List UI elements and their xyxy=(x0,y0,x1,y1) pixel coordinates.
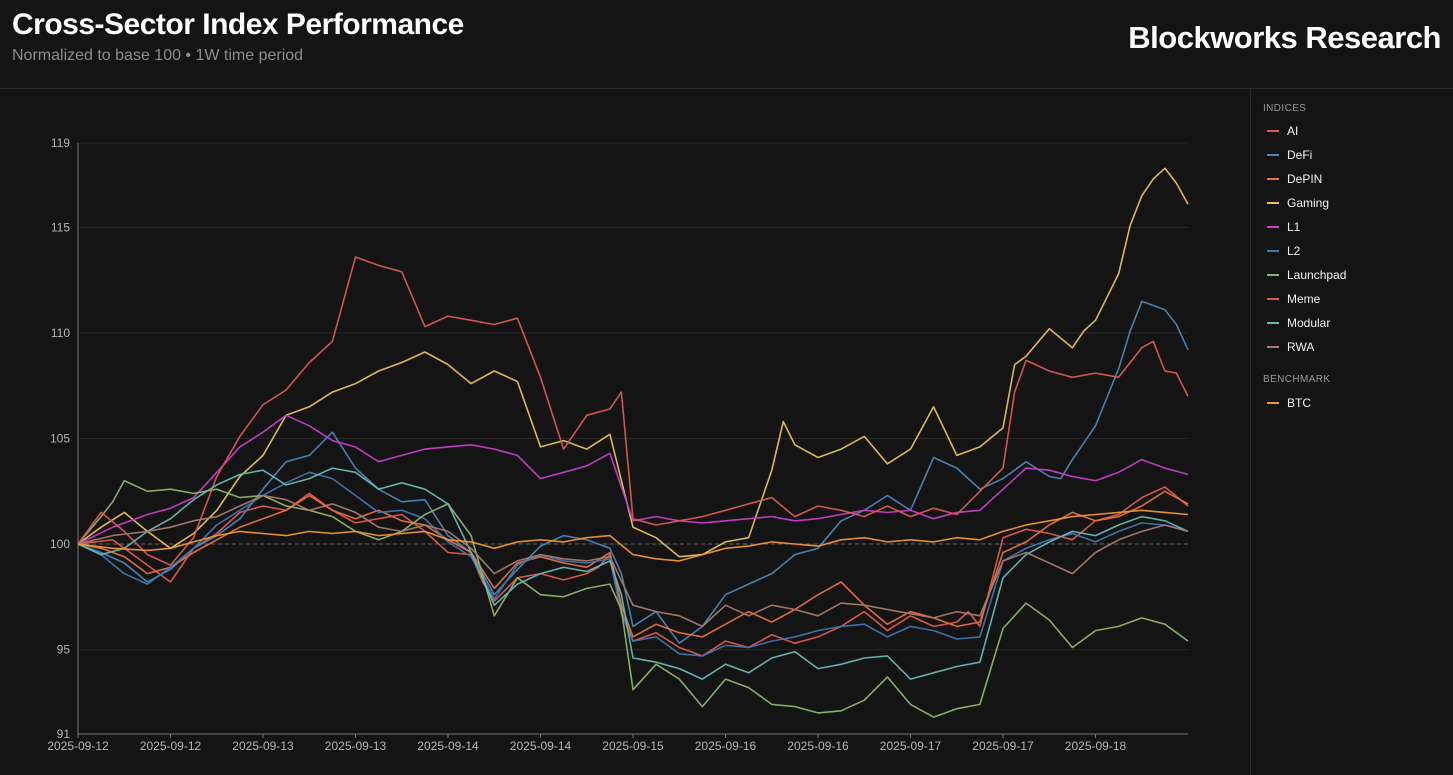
legend-label: Meme xyxy=(1287,292,1321,306)
legend-item-l2[interactable]: L2 xyxy=(1267,243,1300,259)
legend-item-rwa[interactable]: RWA xyxy=(1267,339,1314,355)
y-tick-label: 95 xyxy=(57,643,71,657)
legend-swatch xyxy=(1267,130,1279,132)
legend-swatch xyxy=(1267,346,1279,348)
x-tick-label: 2025-09-17 xyxy=(880,739,942,753)
legend-swatch xyxy=(1267,298,1279,300)
legend-label: BTC xyxy=(1287,396,1311,410)
y-tick-label: 91 xyxy=(57,727,71,741)
series-line-btc xyxy=(77,509,1189,562)
series-line-depin xyxy=(77,490,1189,638)
x-tick-label: 2025-09-16 xyxy=(695,739,757,753)
x-tick-label: 2025-09-13 xyxy=(325,739,387,753)
grid-layer xyxy=(78,142,1188,735)
legend-label: L2 xyxy=(1287,244,1301,258)
legend-label: DeFi xyxy=(1287,148,1313,162)
legend-label: Gaming xyxy=(1287,196,1330,210)
legend-label: Launchpad xyxy=(1287,268,1347,282)
series-line-gaming xyxy=(77,167,1189,558)
y-tick-label: 110 xyxy=(51,326,70,340)
y-tick-label: 105 xyxy=(50,432,70,446)
legend-swatch xyxy=(1267,402,1279,404)
legend-item-defi[interactable]: DeFi xyxy=(1267,147,1312,163)
legend-item-modular[interactable]: Modular xyxy=(1267,315,1330,331)
page-title: Cross-Sector Index Performance xyxy=(12,8,464,41)
x-tick-label: 2025-09-16 xyxy=(787,739,849,753)
legend-label: AI xyxy=(1287,124,1299,138)
series-layer xyxy=(77,167,1189,718)
y-tick-label: 115 xyxy=(51,220,70,234)
y-tick-label: 119 xyxy=(51,136,70,150)
legend-label: DePIN xyxy=(1287,172,1323,186)
legend-swatch xyxy=(1267,202,1279,204)
x-tick-label: 2025-09-18 xyxy=(1065,739,1127,753)
legend-swatch xyxy=(1267,322,1279,324)
legend-label: Modular xyxy=(1287,316,1331,330)
brand-logo: Blockworks Research xyxy=(1128,20,1441,55)
legend-label: L1 xyxy=(1287,220,1301,234)
header: Cross-Sector Index Performance Normalize… xyxy=(0,0,1453,89)
x-tick-label: 2025-09-17 xyxy=(972,739,1034,753)
legend-item-launchpad[interactable]: Launchpad xyxy=(1267,267,1346,283)
legend-indices-heading: INDICES xyxy=(1263,103,1307,114)
x-tick-label: 2025-09-12 xyxy=(140,739,202,753)
legend-label: RWA xyxy=(1287,340,1315,354)
axis-layer: 91 95 100 105 110 115 119 2025-09-12 2025-09-12 2… xyxy=(47,136,1188,753)
x-tick-label: 2025-09-14 xyxy=(510,739,572,753)
x-tick-label: 2025-09-12 xyxy=(47,739,109,753)
legend-item-depin[interactable]: DePIN xyxy=(1267,171,1322,187)
page-subtitle: Normalized to base 100 • 1W time period xyxy=(12,47,304,64)
legend-item-l1[interactable]: L1 xyxy=(1267,219,1300,235)
series-line-launchpad xyxy=(77,479,1189,718)
series-line-rwa xyxy=(77,494,1189,628)
series-line-meme xyxy=(77,256,1189,566)
x-tick-label: 2025-09-14 xyxy=(417,739,479,753)
legend-swatch xyxy=(1267,274,1279,276)
line-chart: 91 95 100 105 110 115 119 2025-09-12 2025-09-12 2… xyxy=(47,136,1189,753)
legend-item-gaming[interactable]: Gaming xyxy=(1267,195,1329,211)
x-tick-label: 2025-09-15 xyxy=(602,739,664,753)
legend-swatch xyxy=(1267,226,1279,228)
legend-panel: INDICES BENCHMARK AI DeFi DePIN Gaming L1 L2 L… xyxy=(1250,89,1453,775)
series-line-modular xyxy=(77,467,1189,680)
legend-swatch xyxy=(1267,154,1279,156)
legend-item-ai[interactable]: AI xyxy=(1267,123,1298,139)
legend-swatch xyxy=(1267,178,1279,180)
x-tick-label: 2025-09-13 xyxy=(232,739,294,753)
series-line-l2 xyxy=(77,471,1189,657)
legend-item-meme[interactable]: Meme xyxy=(1267,291,1320,307)
legend-benchmark-heading: BENCHMARK xyxy=(1263,374,1331,385)
legend-swatch xyxy=(1267,250,1279,252)
legend-item-btc[interactable]: BTC xyxy=(1267,395,1311,411)
y-tick-label: 100 xyxy=(50,537,70,551)
series-line-l1 xyxy=(77,414,1189,545)
